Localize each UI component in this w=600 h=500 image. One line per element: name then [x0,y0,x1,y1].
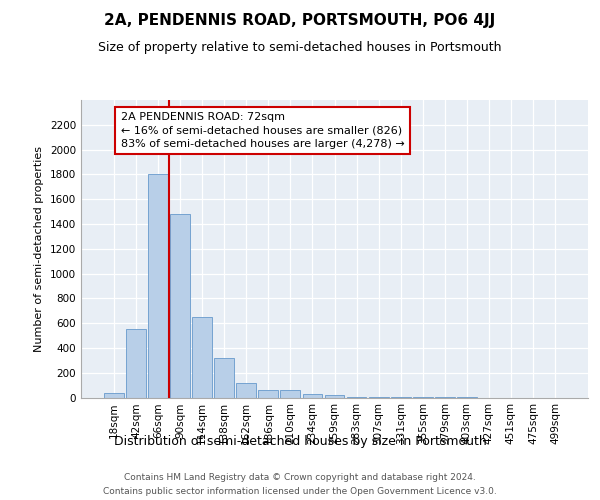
Text: 2A, PENDENNIS ROAD, PORTSMOUTH, PO6 4JJ: 2A, PENDENNIS ROAD, PORTSMOUTH, PO6 4JJ [104,12,496,28]
Bar [148,174,168,398]
Bar [104,392,124,398]
Y-axis label: Number of semi-detached properties: Number of semi-detached properties [34,146,44,352]
Bar [214,358,234,398]
Bar [126,330,146,398]
Text: Contains HM Land Registry data © Crown copyright and database right 2024.: Contains HM Land Registry data © Crown c… [124,472,476,482]
Text: Size of property relative to semi-detached houses in Portsmouth: Size of property relative to semi-detach… [98,41,502,54]
Bar [170,214,190,398]
Text: Distribution of semi-detached houses by size in Portsmouth: Distribution of semi-detached houses by … [113,435,487,448]
Bar [192,317,212,398]
Bar [280,390,301,398]
Bar [347,397,367,398]
Bar [302,394,322,398]
Bar [236,382,256,398]
Bar [325,395,344,398]
Text: 2A PENDENNIS ROAD: 72sqm
← 16% of semi-detached houses are smaller (826)
83% of : 2A PENDENNIS ROAD: 72sqm ← 16% of semi-d… [121,112,404,149]
Text: Contains public sector information licensed under the Open Government Licence v3: Contains public sector information licen… [103,488,497,496]
Bar [259,390,278,398]
Bar [368,397,389,398]
